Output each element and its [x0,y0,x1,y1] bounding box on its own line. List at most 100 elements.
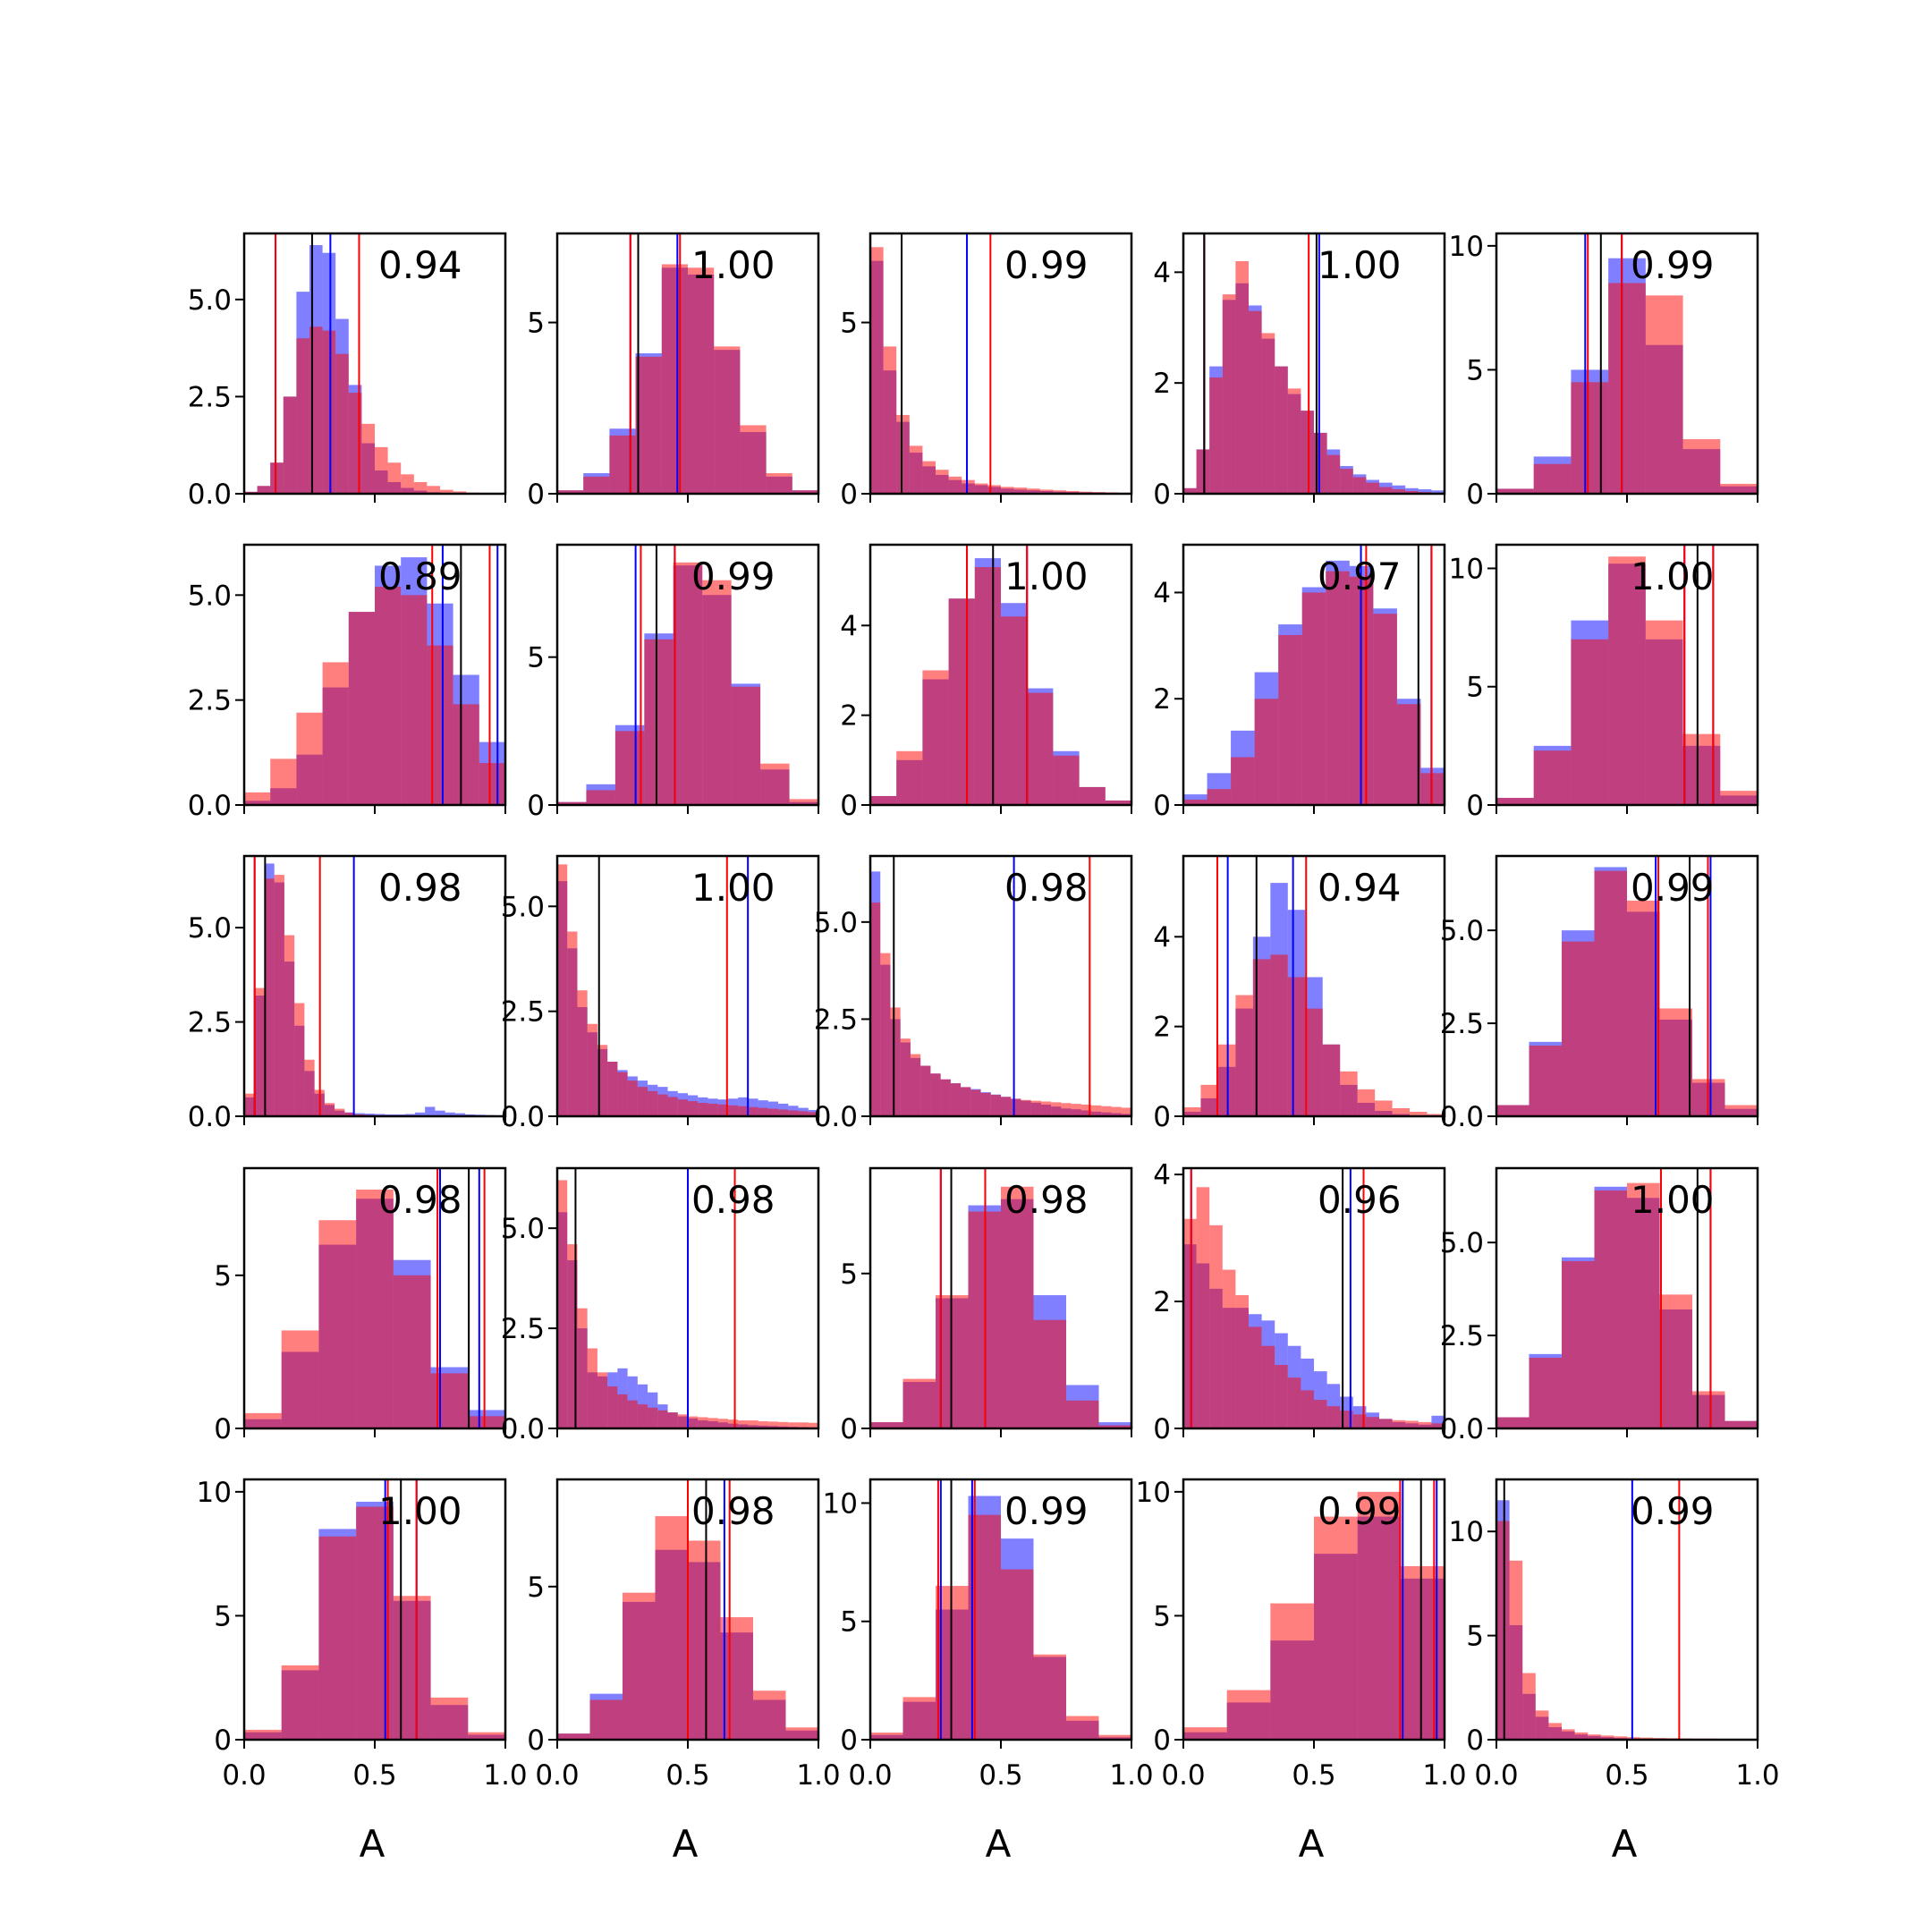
histogram-bar [1226,1690,1271,1740]
y-tick-label: 0.0 [814,1101,858,1133]
y-tick-label: 0 [214,1413,232,1445]
x-tick-label: 1.0 [483,1759,527,1792]
y-tick-label: 0 [1466,790,1484,822]
histogram-bar [1098,1425,1131,1428]
y-tick-label: 0 [840,1724,858,1757]
histogram-bar [1562,1729,1575,1740]
histogram-bar [318,1220,357,1428]
histogram-bar [283,396,297,494]
histogram-bar [1533,463,1572,494]
histogram-bar [731,686,761,805]
histogram-bar [1305,1008,1323,1116]
histogram-bar [1053,755,1080,805]
histogram-bar [1373,614,1397,805]
histogram-bar [637,1087,648,1116]
histogram-bar [961,1087,971,1116]
y-tick-label: 5 [840,308,858,340]
histogram-panel-7: 050.99 [527,543,820,822]
series-red-bars [1496,1182,1758,1428]
histogram-bar [758,1107,768,1116]
y-tick-label: 0 [1466,1724,1484,1757]
histogram-bar [688,1101,699,1116]
histogram-bar [1431,1423,1445,1428]
histogram-bar [788,1110,799,1116]
series-red-bars [1496,283,1758,494]
histogram-bar [435,1110,445,1116]
histogram-bar [1392,1107,1411,1116]
x-axis-label-col-2: A [673,1822,699,1866]
score-annotation: 0.98 [691,1178,775,1222]
histogram-bar [1001,616,1028,805]
histogram-bar [1720,791,1758,805]
histogram-bar [1051,1102,1062,1116]
histogram-bar [1574,1732,1589,1740]
histogram-bar [900,1038,911,1116]
histogram-bar [557,1733,590,1740]
histogram-bar [468,1732,505,1740]
histogram-bar [753,1690,786,1740]
y-tick-label: 4 [1153,921,1171,953]
histogram-bar [1098,1734,1131,1740]
score-annotation: 0.94 [1318,866,1402,910]
histogram-panel-22: 0 5 0.0 0.5 1.0 0.98 [527,1478,841,1792]
histogram-bar [1410,1111,1428,1116]
histogram-bar [1357,1089,1376,1116]
histogram-bar [727,1419,739,1428]
histogram-bar [1496,488,1534,494]
y-tick-label: 5 [840,1258,858,1291]
histogram-bar [1352,477,1367,494]
histogram-bar [627,1400,638,1428]
histogram-bar [1011,1098,1021,1116]
histogram-bar [375,446,388,494]
histogram-bar [1659,1294,1692,1428]
histogram-bar [1196,449,1210,494]
histogram-bar [401,474,414,494]
histogram-bar [1431,490,1445,494]
histogram-bar [1001,1097,1012,1116]
histogram-bar [717,1104,728,1116]
score-annotation: 0.99 [1318,1489,1402,1533]
histogram-panel-4: 0 2 4 1.00 [1153,232,1446,511]
histogram-bar [1720,483,1758,494]
histogram-bar [1571,639,1609,805]
histogram-bar [930,1073,941,1116]
histogram-bar [1183,1106,1201,1116]
histogram-panel-2: 051.00 [527,232,820,511]
histogram-bar [1301,1390,1314,1428]
histogram-panel-24: 0 5 10 0.0 0.5 1.0 0.99 [1136,1477,1467,1792]
histogram-bar [1222,294,1236,494]
histogram-bar [1001,1569,1034,1740]
histogram-panel-6: 0.0 2.5 5.0 0.89 [188,543,507,822]
histogram-bar [1627,1737,1640,1740]
y-tick-label: 0 [840,790,858,822]
y-tick-label: 0 [1153,1101,1171,1133]
histogram-bar [1301,592,1326,805]
histogram-bar [1001,1186,1034,1428]
x-tick-label: 0.5 [1292,1759,1335,1792]
histogram-bar [962,479,975,494]
score-annotation: 1.00 [1318,243,1402,287]
score-annotation: 0.98 [691,1489,775,1533]
histogram-bar [677,1099,688,1116]
histogram-bar [968,1514,1001,1740]
histogram-bar [607,1385,618,1428]
y-tick-label: 0.0 [501,1101,545,1133]
x-axis-label-col-4: A [1299,1822,1325,1866]
series-red-bars [557,864,818,1116]
y-tick-label: 5.0 [188,284,232,317]
histogram-bar [1340,1071,1358,1116]
histogram-panel-9: 0 2 4 0.97 [1153,543,1446,822]
x-tick-label: 0.5 [665,1759,709,1792]
histogram-bar [294,1003,305,1116]
histogram-bar [778,1421,789,1428]
histogram-bar [577,1308,588,1428]
histogram-bar [738,1106,749,1116]
histogram-bar [1287,388,1301,494]
histogram-bar [430,1373,469,1428]
histogram-bar [1401,1566,1445,1740]
histogram-bar [727,1105,739,1116]
histogram-bar [1522,1673,1536,1740]
histogram-panel-10: 0 5 10 1.00 [1449,543,1759,822]
histogram-bar [296,338,309,494]
histogram-bar [870,1422,903,1428]
